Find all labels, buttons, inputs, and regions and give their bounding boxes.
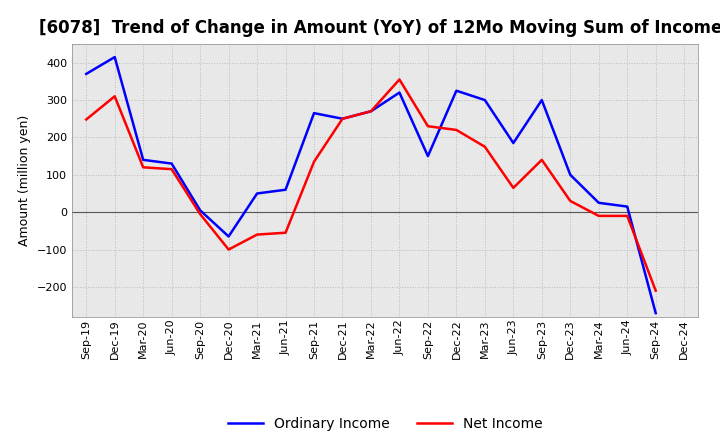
Ordinary Income xyxy=(225,234,233,239)
Line: Ordinary Income: Ordinary Income xyxy=(86,57,656,313)
Net Income xyxy=(452,127,461,132)
Net Income xyxy=(395,77,404,82)
Legend: Ordinary Income, Net Income: Ordinary Income, Net Income xyxy=(222,411,548,436)
Title: [6078]  Trend of Change in Amount (YoY) of 12Mo Moving Sum of Incomes: [6078] Trend of Change in Amount (YoY) o… xyxy=(39,19,720,37)
Ordinary Income xyxy=(480,97,489,103)
Net Income xyxy=(310,159,318,165)
Net Income xyxy=(423,124,432,129)
Ordinary Income xyxy=(282,187,290,192)
Net Income xyxy=(595,213,603,219)
Net Income xyxy=(139,165,148,170)
Net Income xyxy=(167,167,176,172)
Ordinary Income xyxy=(395,90,404,95)
Net Income xyxy=(282,230,290,235)
Ordinary Income xyxy=(110,55,119,60)
Ordinary Income xyxy=(139,157,148,162)
Ordinary Income xyxy=(566,172,575,177)
Ordinary Income xyxy=(366,109,375,114)
Ordinary Income xyxy=(537,97,546,103)
Ordinary Income xyxy=(509,140,518,146)
Net Income xyxy=(566,198,575,204)
Ordinary Income xyxy=(423,154,432,159)
Ordinary Income xyxy=(253,191,261,196)
Ordinary Income xyxy=(623,204,631,209)
Ordinary Income xyxy=(167,161,176,166)
Net Income xyxy=(196,211,204,216)
Ordinary Income xyxy=(338,116,347,121)
Ordinary Income xyxy=(595,200,603,205)
Ordinary Income xyxy=(452,88,461,93)
Net Income xyxy=(338,116,347,121)
Net Income xyxy=(225,247,233,252)
Net Income xyxy=(82,117,91,122)
Net Income xyxy=(253,232,261,237)
Ordinary Income xyxy=(652,311,660,316)
Net Income xyxy=(623,213,631,219)
Net Income xyxy=(110,94,119,99)
Ordinary Income xyxy=(310,110,318,116)
Net Income xyxy=(509,185,518,191)
Ordinary Income xyxy=(196,208,204,213)
Y-axis label: Amount (million yen): Amount (million yen) xyxy=(18,115,31,246)
Line: Net Income: Net Income xyxy=(86,80,656,291)
Net Income xyxy=(537,157,546,162)
Ordinary Income xyxy=(82,71,91,77)
Net Income xyxy=(366,109,375,114)
Net Income xyxy=(652,288,660,293)
Net Income xyxy=(480,144,489,150)
